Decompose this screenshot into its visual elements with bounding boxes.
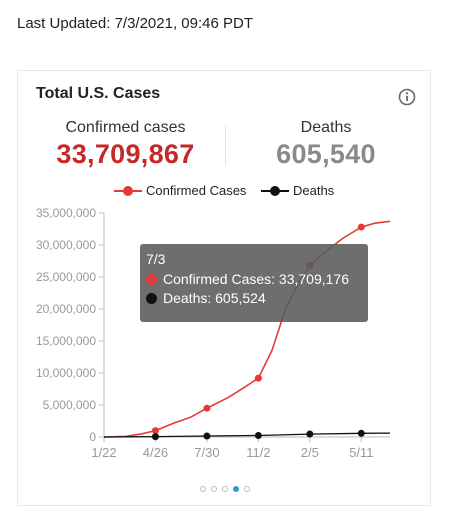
x-tick-label: 7/30 bbox=[194, 445, 219, 460]
legend-label-deaths: Deaths bbox=[293, 183, 335, 198]
pager-dot[interactable] bbox=[199, 486, 206, 492]
legend-item-confirmed[interactable]: Confirmed Cases bbox=[114, 183, 246, 198]
x-tick-label: 5/11 bbox=[349, 445, 373, 460]
pager-dot[interactable] bbox=[232, 486, 239, 492]
deaths-data-point bbox=[254, 432, 262, 440]
y-tick-label: 35,000,000 bbox=[36, 206, 96, 220]
y-tick-label: 15,000,000 bbox=[36, 334, 96, 348]
deaths-series-line bbox=[103, 432, 391, 438]
confirmed-value: 33,709,867 bbox=[56, 139, 195, 169]
legend-item-deaths[interactable]: Deaths bbox=[261, 183, 334, 198]
tooltip-confirmed-dot-icon bbox=[146, 273, 157, 285]
tooltip-confirmed-text: Confirmed Cases: 33,709,176 bbox=[163, 271, 349, 287]
cases-line-chart[interactable]: 35,000,000 30,000,000 25,000,000 20,000,000… bbox=[0, 0, 449, 480]
confirmed-label: Confirmed cases bbox=[65, 119, 186, 136]
confirmed-cases-data-point bbox=[203, 404, 211, 412]
tooltip-date: 7/3 bbox=[146, 251, 166, 267]
deaths-data-point bbox=[203, 432, 211, 440]
y-tick-label: 25,000,000 bbox=[36, 270, 96, 284]
y-tick-label: 30,000,000 bbox=[36, 238, 96, 252]
carousel-pager bbox=[0, 486, 449, 492]
x-tick-label: 4/26 bbox=[143, 445, 168, 460]
deaths-data-point bbox=[306, 430, 314, 438]
x-tick-label: 2/5 bbox=[301, 445, 319, 460]
deaths-data-point bbox=[151, 433, 159, 441]
card-title: Total U.S. Cases bbox=[36, 85, 161, 102]
y-tick-label: 0 bbox=[89, 430, 96, 444]
pager-dot[interactable] bbox=[221, 486, 228, 492]
x-tick-label: 1/22 bbox=[91, 445, 116, 460]
legend-confirmed-marker-icon bbox=[114, 185, 142, 196]
last-updated-text: Last Updated: 7/3/2021, 09:46 PDT bbox=[17, 15, 253, 32]
chart-tooltip: 7/3 Confirmed Cases: 33,709,176 Deaths: … bbox=[140, 244, 368, 322]
tooltip-deaths-row: Deaths: 605,524 bbox=[146, 290, 362, 306]
legend-label-confirmed: Confirmed Cases bbox=[146, 183, 247, 198]
confirmed-cases-data-point bbox=[357, 223, 365, 231]
confirmed-cases-data-point bbox=[151, 427, 159, 435]
legend-deaths-marker-icon bbox=[261, 185, 289, 196]
y-tick-label: 10,000,000 bbox=[36, 366, 96, 380]
tooltip-confirmed-row: Confirmed Cases: 33,709,176 bbox=[146, 271, 362, 287]
pager-dot[interactable] bbox=[210, 486, 217, 492]
y-tick-label: 20,000,000 bbox=[36, 302, 96, 316]
y-tick-label: 5,000,000 bbox=[43, 398, 97, 412]
stat-divider bbox=[225, 126, 226, 166]
tooltip-deaths-dot-icon bbox=[146, 292, 157, 304]
deaths-label: Deaths bbox=[300, 119, 352, 136]
deaths-value: 605,540 bbox=[276, 139, 376, 169]
tooltip-deaths-text: Deaths: 605,524 bbox=[163, 290, 266, 306]
pager-dot[interactable] bbox=[243, 486, 250, 492]
deaths-stat: Deaths 605,540 bbox=[251, 119, 401, 170]
confirmed-cases-data-point bbox=[254, 374, 262, 382]
info-icon[interactable] bbox=[398, 88, 416, 106]
confirmed-stat: Confirmed cases 33,709,867 bbox=[48, 119, 203, 170]
deaths-data-point bbox=[357, 429, 365, 437]
x-tick-label: 11/2 bbox=[246, 445, 270, 460]
